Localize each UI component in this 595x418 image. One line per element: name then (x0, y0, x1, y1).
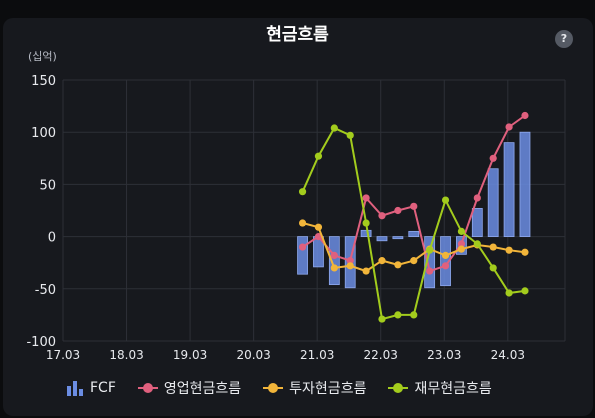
series-point-3 (346, 131, 354, 139)
legend-item-investing[interactable]: 투자현금흐름 (263, 378, 366, 398)
series-point-1 (521, 111, 529, 120)
fcf-bar (424, 236, 436, 289)
series-point-2 (346, 262, 354, 270)
legend-label-fcf: FCF (90, 380, 116, 396)
x-tick-label: 22.03 (364, 348, 398, 362)
y-tick-label: -50 (35, 283, 56, 298)
series-point-3 (394, 311, 402, 319)
fcf-bar (519, 131, 531, 237)
y-tick-label: 100 (31, 126, 56, 141)
series-point-3 (362, 219, 370, 227)
y-tick-label: 50 (39, 178, 56, 193)
y-tick-label: 0 (48, 231, 56, 246)
series-point-2 (441, 251, 450, 259)
series-point-1 (489, 154, 497, 162)
series-point-2 (378, 257, 386, 265)
series-point-2 (505, 246, 513, 254)
series-point-2 (521, 248, 529, 256)
y-tick-label: -100 (26, 335, 56, 350)
series-point-1 (426, 267, 434, 275)
fcf-bar (487, 168, 499, 238)
series-point-1 (394, 206, 402, 215)
fcf-bar (440, 236, 451, 287)
series-point-1 (314, 233, 323, 241)
orange-line-marker-icon (263, 383, 284, 393)
chart-title: 현금흐름 (266, 25, 329, 45)
fcf-bar (297, 236, 308, 275)
series-point-2 (314, 223, 323, 231)
legend-label-financing: 재무현금흐름 (414, 381, 492, 397)
fcf-bar (376, 236, 388, 242)
fcf-bar (392, 236, 404, 240)
series-point-2 (330, 264, 338, 272)
fcf-bar (471, 208, 483, 238)
series-point-2 (394, 261, 402, 269)
series-point-3 (426, 246, 434, 254)
series-point-2 (489, 243, 497, 251)
series-point-1 (330, 251, 338, 259)
series-point-1 (457, 240, 466, 248)
series-point-1 (378, 212, 386, 220)
green-line-marker-icon (388, 383, 409, 393)
fcf-bar (408, 230, 420, 238)
series-point-3 (314, 152, 323, 160)
x-tick-label: 20.03 (236, 348, 270, 362)
legend-label-investing: 투자현금흐름 (289, 381, 367, 397)
y-tick-label: 150 (31, 74, 56, 89)
series-point-1 (441, 262, 450, 270)
x-tick-label: 23.03 (427, 348, 461, 362)
series-point-3 (489, 264, 497, 272)
series-point-3 (330, 124, 338, 132)
series-point-2 (410, 257, 418, 265)
series-point-2 (298, 219, 307, 227)
x-tick-label: 18.03 (109, 348, 143, 362)
x-tick-label: 19.03 (173, 348, 207, 362)
pink-line-marker-icon (137, 383, 158, 393)
fcf-bar (503, 142, 515, 237)
legend-item-fcf[interactable]: FCF (66, 380, 116, 396)
series-point-3 (298, 188, 307, 196)
fcf-bar (360, 229, 372, 237)
series-point-1 (473, 194, 481, 202)
series-point-2 (457, 245, 466, 253)
legend-item-financing[interactable]: 재무현금흐름 (388, 378, 492, 398)
series-point-3 (410, 311, 418, 319)
series-point-3 (378, 315, 386, 323)
series-point-2 (362, 267, 370, 275)
x-tick-label: 24.03 (491, 348, 525, 362)
series-point-1 (362, 194, 370, 202)
series-point-3 (457, 227, 466, 235)
legend-item-operating[interactable]: 영업현금흐름 (137, 378, 242, 398)
unit-label: (십억) (28, 50, 57, 63)
series-point-1 (505, 123, 513, 131)
series-point-1 (346, 257, 354, 265)
bar-chart-icon (67, 381, 83, 396)
series-point-3 (505, 289, 513, 297)
series-point-3 (473, 240, 481, 248)
series-point-3 (441, 196, 450, 204)
series-point-1 (410, 202, 418, 210)
x-tick-label: 17.03 (46, 348, 80, 362)
legend: FCF 영업현금흐름 투자현금흐름 재무현금흐름 (66, 378, 514, 398)
fcf-bar (328, 236, 340, 286)
help-icon[interactable]: ? (555, 30, 573, 48)
series-point-3 (521, 287, 529, 295)
legend-label-operating: 영업현금흐름 (163, 381, 242, 397)
x-tick-label: 21.03 (300, 348, 334, 362)
series-point-1 (298, 243, 307, 251)
